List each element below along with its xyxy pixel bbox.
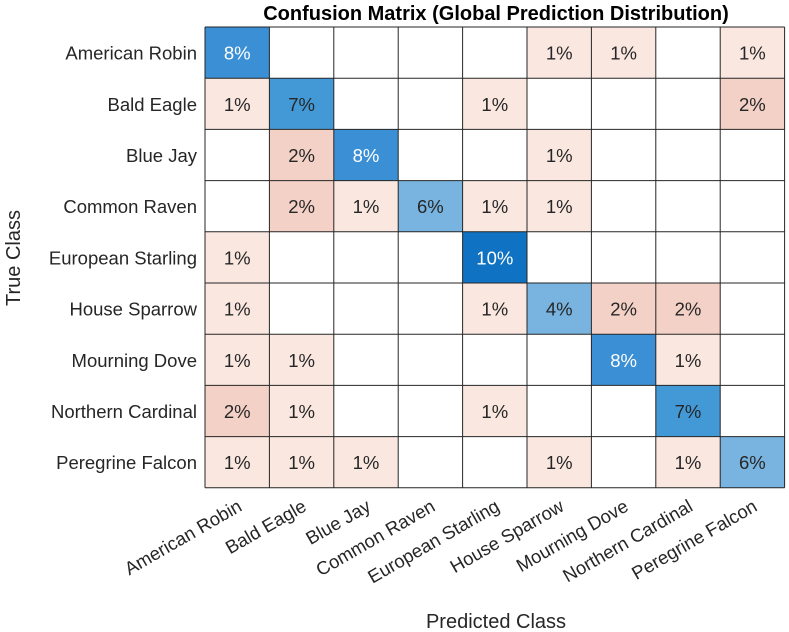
x-axis-label: Predicted Class bbox=[426, 611, 566, 632]
cell-value-label: 8% bbox=[224, 43, 251, 64]
cell-value-label: 8% bbox=[610, 350, 637, 371]
cell-value-label: 1% bbox=[610, 43, 637, 64]
y-tick-label-blue-jay: Blue Jay bbox=[126, 145, 198, 166]
cell-value-label: 1% bbox=[288, 350, 315, 371]
y-axis-label: True Class bbox=[3, 210, 25, 306]
cell-value-label: 7% bbox=[288, 94, 315, 115]
cell-peregrine-falcon-northern-cardinal bbox=[655, 436, 721, 488]
cell-northern-cardinal-northern-cardinal bbox=[655, 385, 721, 437]
cell-bald-eagle-american-robin bbox=[205, 78, 270, 130]
cell-value-label: 1% bbox=[288, 401, 315, 422]
cell-value-label: 2% bbox=[739, 94, 766, 115]
cell-value-label: 1% bbox=[546, 196, 573, 217]
cell-bald-eagle-peregrine-falcon bbox=[720, 78, 785, 130]
cell-value-label: 1% bbox=[224, 247, 251, 268]
cell-value-label: 1% bbox=[353, 452, 380, 473]
y-tick-label-bald-eagle: Bald Eagle bbox=[108, 94, 197, 115]
cell-value-label: 7% bbox=[675, 401, 702, 422]
chart-title: Confusion Matrix (Global Prediction Dist… bbox=[263, 3, 729, 25]
cell-bald-eagle-european-starling bbox=[462, 78, 527, 130]
cell-value-label: 2% bbox=[224, 401, 251, 422]
cell-mourning-dove-bald-eagle bbox=[269, 334, 334, 386]
cell-value-label: 1% bbox=[353, 196, 380, 217]
cell-northern-cardinal-bald-eagle bbox=[269, 385, 334, 437]
cell-house-sparrow-house-sparrow bbox=[527, 283, 592, 335]
cell-peregrine-falcon-peregrine-falcon bbox=[720, 436, 785, 488]
y-tick-label-northern-cardinal: Northern Cardinal bbox=[51, 401, 197, 422]
cell-common-raven-bald-eagle bbox=[269, 180, 334, 232]
cell-value-label: 1% bbox=[739, 43, 766, 64]
cell-mourning-dove-american-robin bbox=[205, 334, 270, 386]
y-tick-label-common-raven: Common Raven bbox=[63, 196, 197, 217]
cell-value-label: 1% bbox=[481, 401, 508, 422]
cell-value-label: 1% bbox=[224, 452, 251, 473]
cell-common-raven-house-sparrow bbox=[527, 180, 592, 232]
cell-peregrine-falcon-blue-jay bbox=[333, 436, 399, 488]
cell-value-label: 1% bbox=[481, 299, 508, 320]
y-tick-label-european-starling: European Starling bbox=[49, 247, 197, 268]
matrix-grid bbox=[204, 26, 786, 489]
cell-european-starling-american-robin bbox=[205, 231, 270, 283]
cell-value-label: 1% bbox=[224, 299, 251, 320]
cell-house-sparrow-northern-cardinal bbox=[655, 283, 721, 335]
cell-value-label: 1% bbox=[481, 196, 508, 217]
cell-american-robin-mourning-dove bbox=[591, 27, 656, 79]
cell-value-label: 6% bbox=[417, 196, 444, 217]
y-tick-labels: American Robin Bald Eagle Blue Jay Common R… bbox=[49, 43, 198, 474]
cell-value-label: 1% bbox=[675, 350, 702, 371]
cell-house-sparrow-mourning-dove bbox=[591, 283, 656, 335]
cell-value-label: 6% bbox=[739, 452, 766, 473]
cell-value-label: 2% bbox=[288, 145, 315, 166]
y-tick-label-mourning-dove: Mourning Dove bbox=[72, 350, 197, 371]
cell-common-raven-european-starling bbox=[462, 180, 527, 232]
cell-mourning-dove-mourning-dove bbox=[591, 334, 656, 386]
matrix-cells: 8% 1% 1% 1% 1% 7% 1% 2% 2% 8% 1% 2% 1% 6% 1% 1% 1% 10% 1% 1… bbox=[205, 27, 785, 488]
cell-value-label: 1% bbox=[675, 452, 702, 473]
cell-value-label: 2% bbox=[610, 299, 637, 320]
cell-value-label: 10% bbox=[476, 247, 513, 268]
cell-blue-jay-blue-jay bbox=[333, 129, 399, 181]
cell-american-robin-peregrine-falcon bbox=[720, 27, 785, 79]
y-tick-label-peregrine-falcon: Peregrine Falcon bbox=[56, 452, 197, 473]
cell-american-robin-house-sparrow bbox=[527, 27, 592, 79]
cell-value-label: 1% bbox=[224, 350, 251, 371]
cell-value-label: 2% bbox=[288, 196, 315, 217]
y-tick-label-american-robin: American Robin bbox=[65, 43, 197, 64]
cell-value-label: 2% bbox=[675, 299, 702, 320]
cell-european-starling-european-starling bbox=[462, 231, 527, 283]
cell-value-label: 1% bbox=[546, 145, 573, 166]
cell-value-label: 8% bbox=[353, 145, 380, 166]
cell-bald-eagle-bald-eagle bbox=[269, 78, 334, 130]
cell-common-raven-common-raven bbox=[398, 180, 463, 232]
cell-value-label: 1% bbox=[288, 452, 315, 473]
cell-house-sparrow-european-starling bbox=[462, 283, 527, 335]
cell-value-label: 1% bbox=[224, 94, 251, 115]
cell-house-sparrow-american-robin bbox=[205, 283, 270, 335]
cell-peregrine-falcon-bald-eagle bbox=[269, 436, 334, 488]
cell-american-robin-american-robin bbox=[205, 27, 270, 79]
cell-mourning-dove-northern-cardinal bbox=[655, 334, 721, 386]
cell-peregrine-falcon-house-sparrow bbox=[527, 436, 592, 488]
cell-blue-jay-house-sparrow bbox=[527, 129, 592, 181]
cell-value-label: 1% bbox=[546, 452, 573, 473]
cell-peregrine-falcon-american-robin bbox=[205, 436, 270, 488]
cell-blue-jay-bald-eagle bbox=[269, 129, 334, 181]
cell-value-label: 1% bbox=[546, 43, 573, 64]
y-tick-label-house-sparrow: House Sparrow bbox=[69, 299, 197, 320]
cell-common-raven-blue-jay bbox=[333, 180, 399, 232]
cell-value-label: 4% bbox=[546, 299, 573, 320]
cell-northern-cardinal-american-robin bbox=[205, 385, 270, 437]
cell-value-label: 1% bbox=[481, 94, 508, 115]
cell-northern-cardinal-european-starling bbox=[462, 385, 527, 437]
